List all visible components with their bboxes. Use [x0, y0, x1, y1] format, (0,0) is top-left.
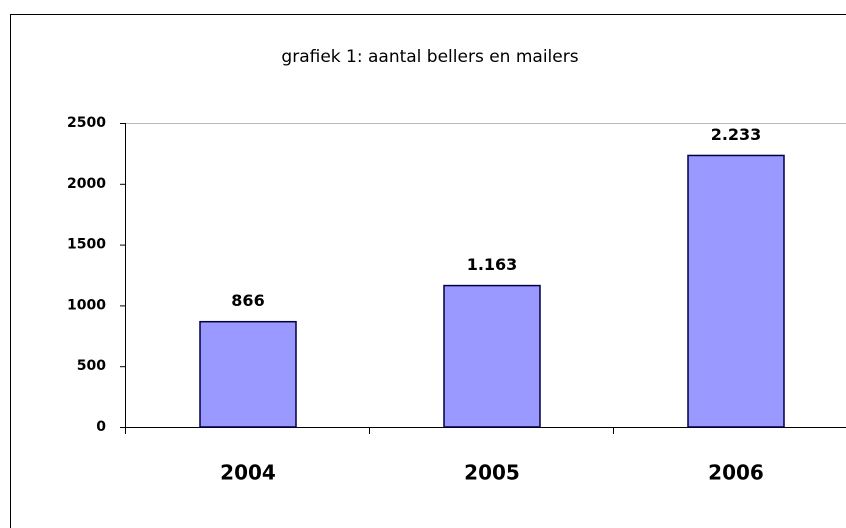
y-tick-label: 1500: [67, 237, 106, 253]
x-tick-label: 2006: [708, 461, 764, 485]
bar: [443, 284, 541, 428]
data-label: 866: [231, 291, 264, 310]
data-label: 2.233: [711, 125, 762, 144]
chart-title: grafiek 1: aantal bellers en mailers: [281, 47, 578, 67]
chart-border: [10, 14, 846, 528]
bar: [199, 320, 297, 428]
y-tick-label: 0: [96, 419, 106, 435]
y-tick-label: 2000: [67, 176, 106, 192]
y-tick-label: 2500: [67, 115, 106, 131]
y-tick-label: 500: [77, 358, 106, 374]
y-tick-label: 1000: [67, 297, 106, 313]
x-tick-label: 2004: [220, 461, 276, 485]
bar: [687, 154, 785, 428]
data-label: 1.163: [467, 255, 518, 274]
x-tick-label: 2005: [464, 461, 520, 485]
